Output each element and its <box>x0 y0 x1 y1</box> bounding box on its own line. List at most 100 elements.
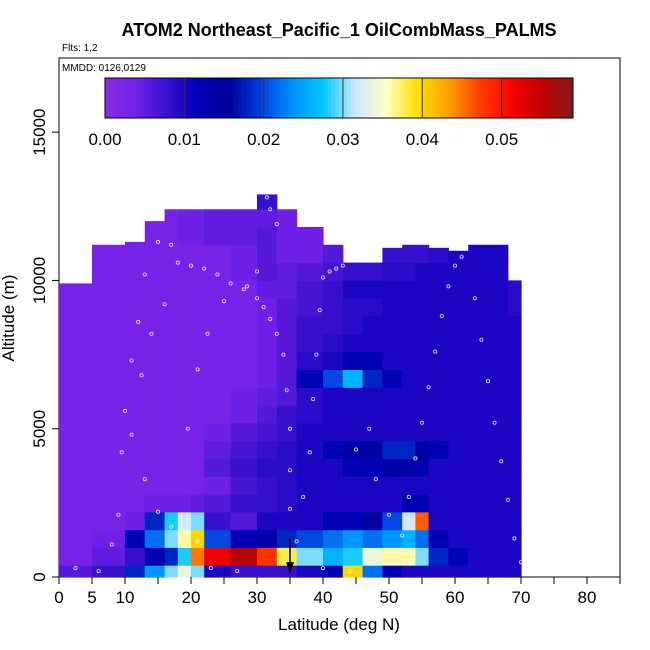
heatmap-cell <box>276 227 298 246</box>
colorbar-segment <box>366 78 371 118</box>
heatmap-cell <box>191 565 205 578</box>
heatmap-cell <box>448 351 469 370</box>
heatmap-cell <box>59 565 93 578</box>
heatmap-cell <box>342 440 364 459</box>
heatmap-cell <box>92 298 126 317</box>
heatmap-cell <box>402 244 416 264</box>
heatmap-cell <box>323 547 344 566</box>
heatmap-cell <box>92 458 126 477</box>
colorbar-segment <box>206 78 211 118</box>
colorbar-segment <box>311 78 317 118</box>
colorbar-segment <box>214 78 219 118</box>
heatmap-cell <box>323 280 344 299</box>
heatmap-cell <box>507 422 522 442</box>
heatmap-cell <box>323 262 344 281</box>
colorbar-segment <box>491 78 496 118</box>
heatmap-cell <box>507 458 522 477</box>
ascent-marker <box>286 538 294 575</box>
colorbar-segment <box>420 78 426 118</box>
heatmap-cell <box>362 333 383 353</box>
heatmap-cell <box>382 422 403 442</box>
heatmap-cell <box>382 351 403 370</box>
track-point <box>459 254 464 259</box>
heatmap-cell <box>191 422 205 442</box>
track-point <box>155 509 160 514</box>
heatmap-cell <box>507 316 522 335</box>
heatmap-cell <box>488 511 509 531</box>
heatmap-cell <box>468 422 489 442</box>
heatmap-cell <box>144 458 166 477</box>
heatmap-cell <box>276 298 298 317</box>
heatmap-cell <box>125 244 146 264</box>
heatmap-cell <box>92 511 126 531</box>
colorbar-segment <box>272 78 278 118</box>
track-point <box>492 420 497 425</box>
colorbar-segment <box>233 78 239 118</box>
heatmap-cell <box>59 547 93 566</box>
heatmap-cell <box>415 565 430 578</box>
x-tick-label: 30 <box>248 588 267 607</box>
heatmap-cell <box>382 247 403 264</box>
colorbar-segment <box>526 78 531 118</box>
colorbar-tick-label: 0.05 <box>485 130 518 149</box>
heatmap-cell <box>191 262 205 281</box>
track-point <box>386 512 391 517</box>
track-point <box>195 367 200 372</box>
heatmap-cell <box>428 369 449 388</box>
heatmap-cell <box>468 333 489 353</box>
heatmap-cell <box>204 405 232 424</box>
heatmap-cell <box>230 494 258 513</box>
track-point <box>439 313 444 318</box>
heatmap-cell <box>276 209 298 228</box>
heatmap-cell <box>125 262 146 281</box>
y-tick-label: 5000 <box>30 410 49 448</box>
colorbar-segment <box>257 78 262 118</box>
heatmap-cell <box>204 262 232 281</box>
heatmap-cell <box>362 565 383 578</box>
heatmap-cell <box>164 565 179 578</box>
heatmap-cell <box>323 565 344 578</box>
track-point <box>221 299 226 304</box>
heatmap-cell <box>164 244 179 264</box>
track-point <box>129 358 134 363</box>
heatmap-cell <box>362 494 383 513</box>
heatmap-cell <box>257 547 278 566</box>
heatmap-cell <box>92 529 126 548</box>
track-point <box>446 284 451 289</box>
heatmap-cell <box>191 227 205 246</box>
colorbar-segment <box>229 78 235 118</box>
colorbar-segment <box>463 78 469 118</box>
y-tick-label: 15000 <box>30 109 49 156</box>
heatmap-cell <box>428 387 449 406</box>
heatmap-cell <box>342 476 364 495</box>
x-tick-label: 20 <box>182 588 201 607</box>
heatmap-cell <box>402 262 416 281</box>
heatmap-cell <box>488 369 509 388</box>
heatmap-cell <box>164 333 179 353</box>
heatmap-cell <box>177 369 192 388</box>
heatmap-cell <box>276 494 298 513</box>
heatmap-cell <box>204 565 232 578</box>
heatmap-cell <box>323 369 344 388</box>
heatmap-cell <box>448 494 469 513</box>
colorbar-segment <box>253 78 258 118</box>
heatmap-cell <box>507 387 522 406</box>
heatmap-cell <box>323 511 344 531</box>
track-point <box>353 447 358 452</box>
heatmap-cell <box>448 405 469 424</box>
track-point <box>433 349 438 354</box>
heatmap-cell <box>144 221 166 228</box>
colorbar-segment <box>432 78 437 118</box>
heatmap-cell <box>191 316 205 335</box>
heatmap-cell <box>488 565 509 578</box>
heatmap-cell <box>428 262 449 281</box>
heatmap-cell <box>402 280 416 299</box>
heatmap-cell <box>125 351 146 370</box>
heatmap-cell <box>257 511 278 531</box>
heatmap-cell <box>257 316 278 335</box>
colorbar-segment <box>342 78 348 118</box>
heatmap-cell <box>164 387 179 406</box>
colorbar-segment <box>268 78 274 118</box>
heatmap-cell <box>144 405 166 424</box>
x-tick-label: 80 <box>578 588 597 607</box>
